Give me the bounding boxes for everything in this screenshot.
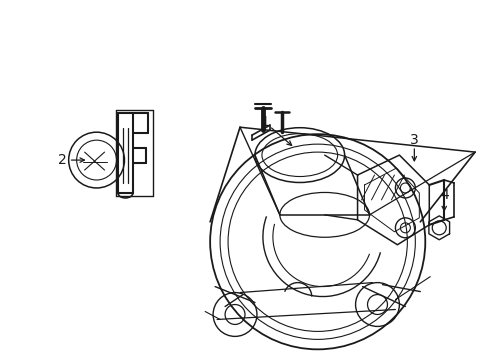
Text: 3: 3: [409, 133, 418, 147]
Text: 2: 2: [58, 153, 67, 167]
Text: 4: 4: [439, 188, 447, 202]
Text: 1: 1: [260, 115, 269, 129]
